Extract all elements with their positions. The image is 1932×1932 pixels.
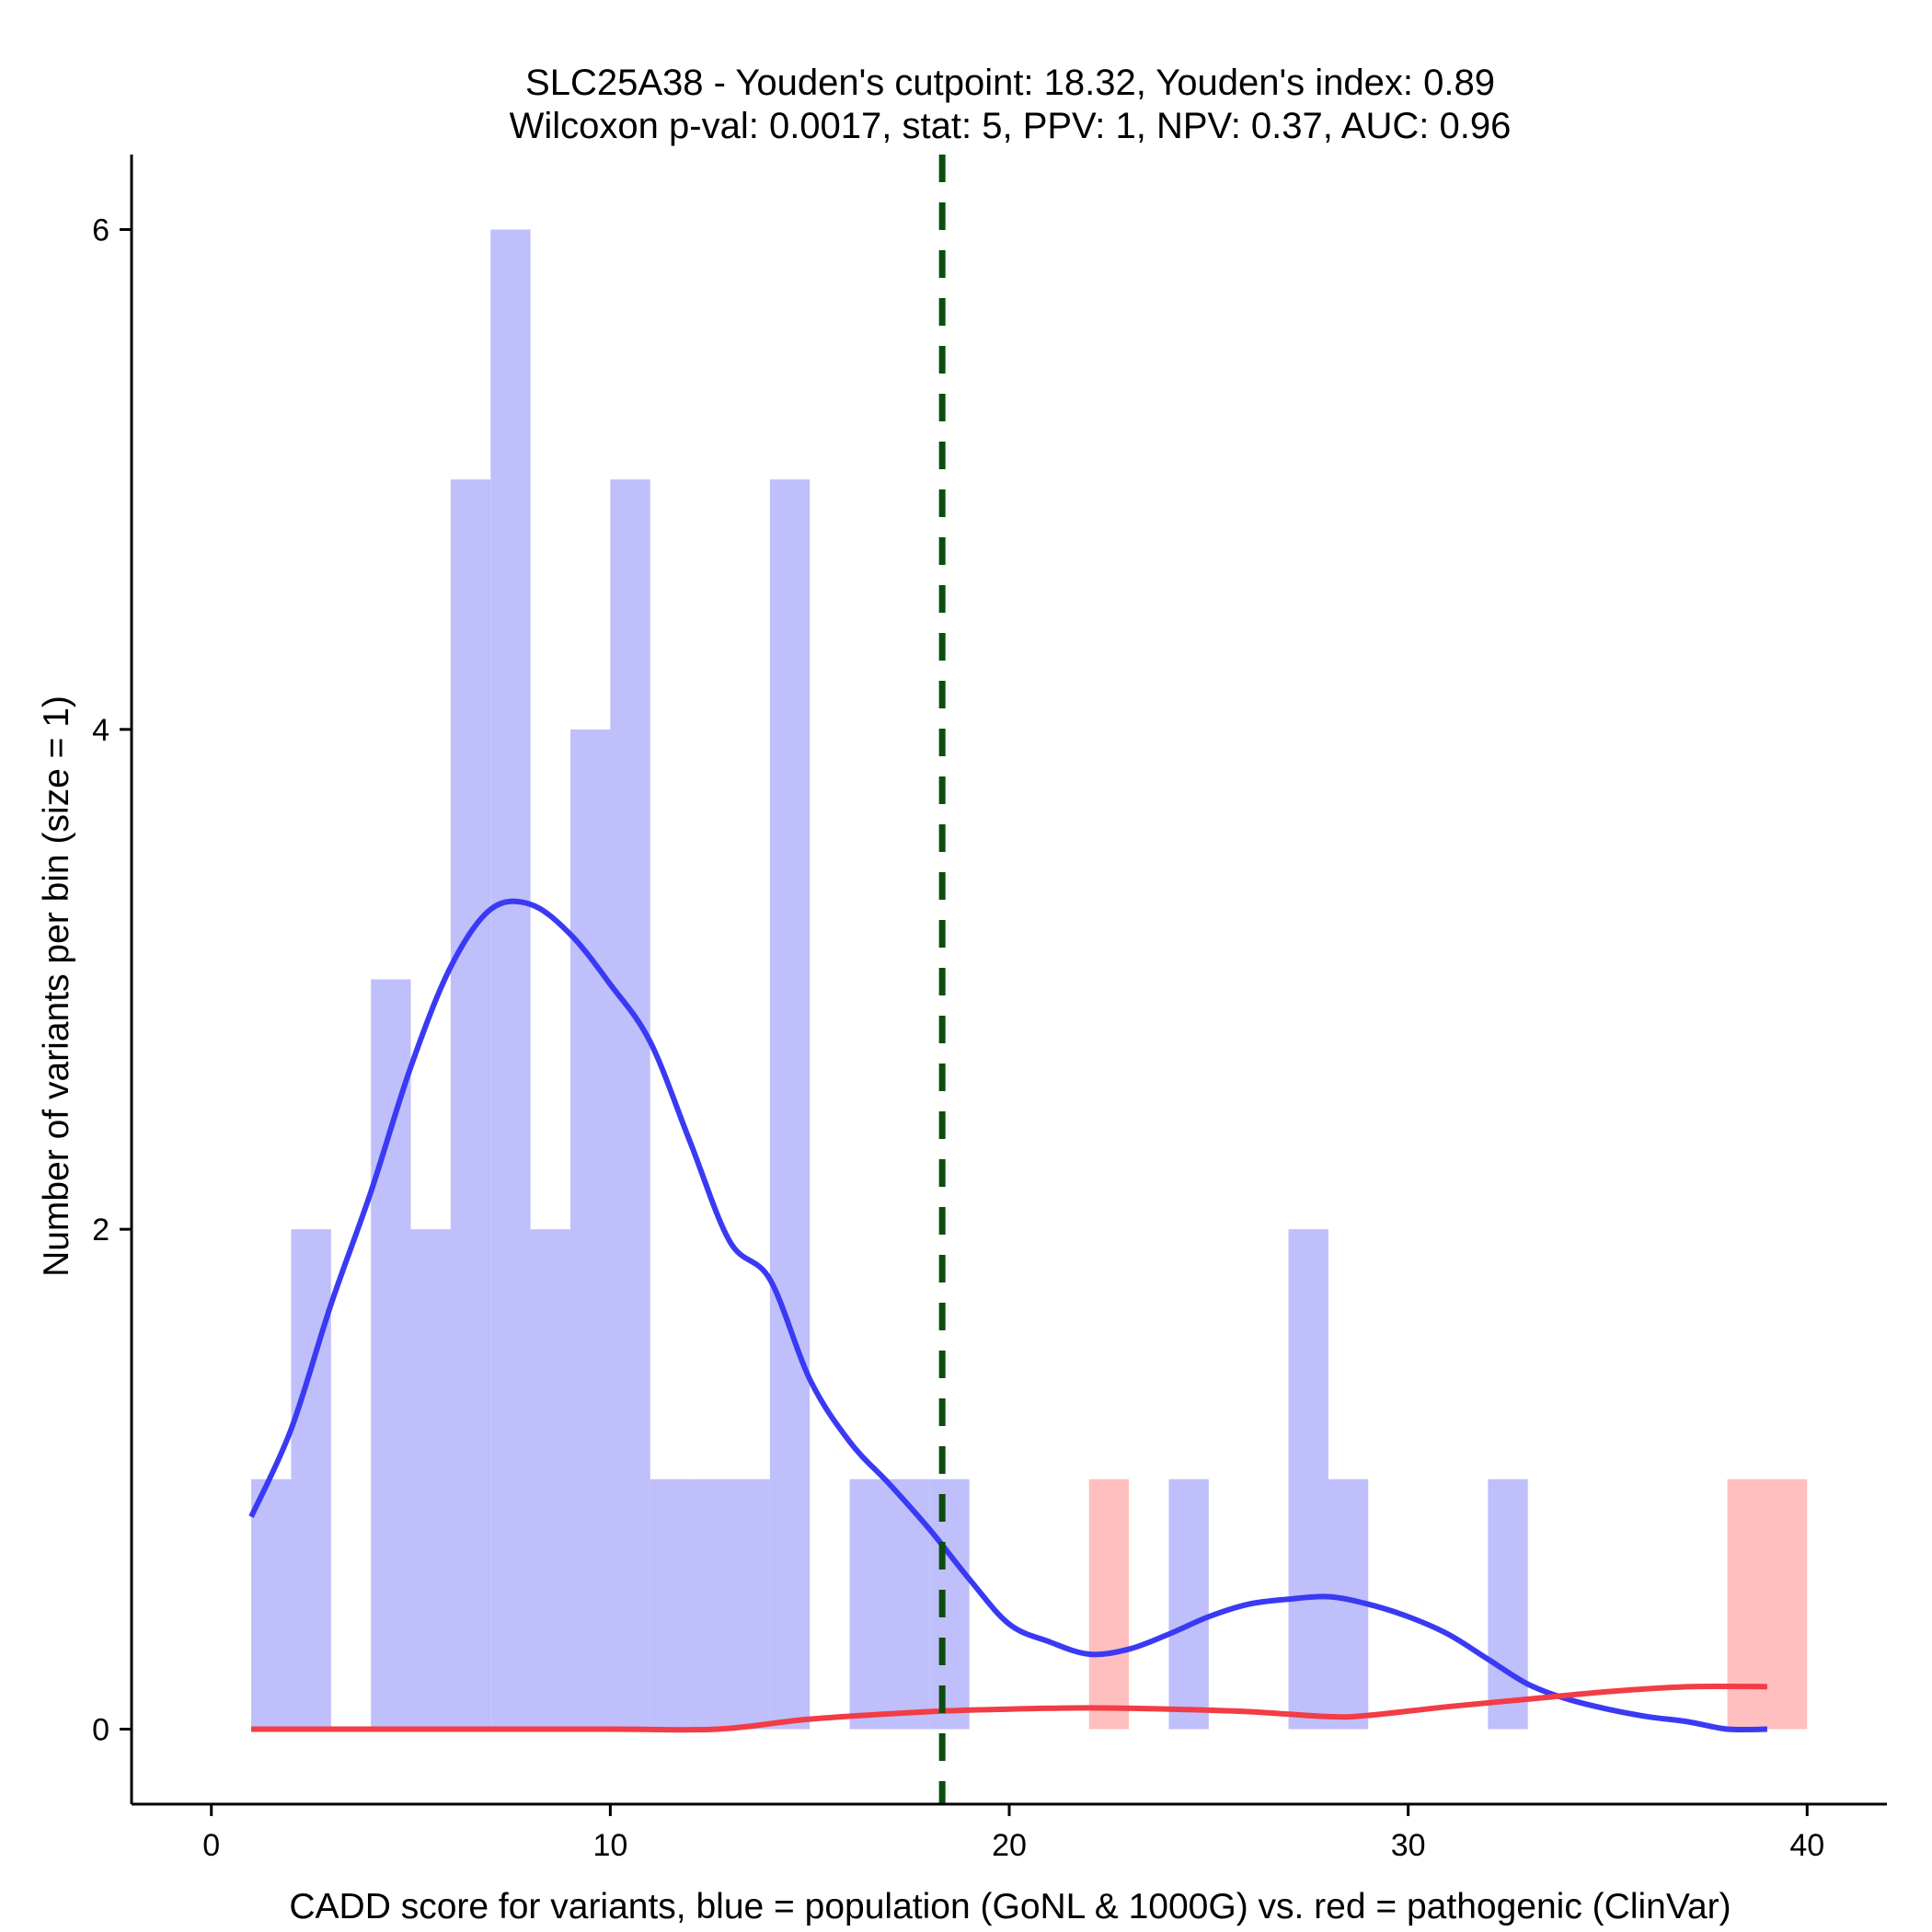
chart-title-line-1: SLC25A38 - Youden's cutpoint: 18.32, You…	[525, 63, 1495, 103]
population-bar-1	[251, 1478, 292, 1730]
population-bar-17	[889, 1478, 930, 1730]
population-bar-9	[570, 729, 611, 1730]
chart-title-line-2: Wilcoxon p-val: 0.0017, stat: 5, PPV: 1,…	[510, 106, 1512, 146]
x-axis-label: CADD score for variants, blue = populati…	[289, 1887, 1731, 1926]
y-tick-label-2: 2	[92, 1213, 109, 1248]
x-tick-label-10: 10	[592, 1828, 627, 1863]
population-bar-13	[730, 1478, 770, 1730]
axes-layer: 0 10 20 30 40 0 2 4 6	[92, 155, 1887, 1863]
population-bar-12	[690, 1478, 730, 1730]
population-bar-2	[291, 1229, 331, 1730]
pathogenic-bar-22	[1088, 1478, 1130, 1730]
lines-layer	[248, 155, 1767, 1804]
x-tick-label-40: 40	[1789, 1828, 1824, 1863]
x-tick-label-30: 30	[1391, 1828, 1426, 1863]
x-tick-label-20: 20	[992, 1828, 1027, 1863]
pathogenic-bar-38	[1727, 1478, 1808, 1730]
pathogenic-density-line	[251, 1683, 1767, 1733]
bars-layer	[251, 229, 1808, 1730]
population-bar-10	[610, 479, 650, 1730]
population-bar-27	[1288, 1229, 1328, 1730]
population-bar-16	[849, 1478, 890, 1730]
population-bar-11	[650, 1478, 691, 1730]
population-bar-7	[490, 229, 531, 1730]
y-tick-label-6: 6	[92, 213, 109, 248]
y-axis-label: Number of variants per bin (size = 1)	[37, 696, 76, 1277]
population-bar-32	[1488, 1478, 1528, 1730]
population-bar-8	[530, 1229, 570, 1730]
population-bar-14	[769, 479, 811, 1730]
x-tick-label-0: 0	[202, 1828, 220, 1863]
y-tick-label-0: 0	[92, 1713, 109, 1748]
population-bar-18	[929, 1478, 970, 1730]
population-bar-6	[450, 479, 491, 1730]
population-bar-5	[410, 1229, 451, 1730]
population-bar-4	[371, 979, 411, 1730]
y-tick-label-4: 4	[92, 713, 109, 748]
population-bar-24	[1168, 1478, 1209, 1730]
